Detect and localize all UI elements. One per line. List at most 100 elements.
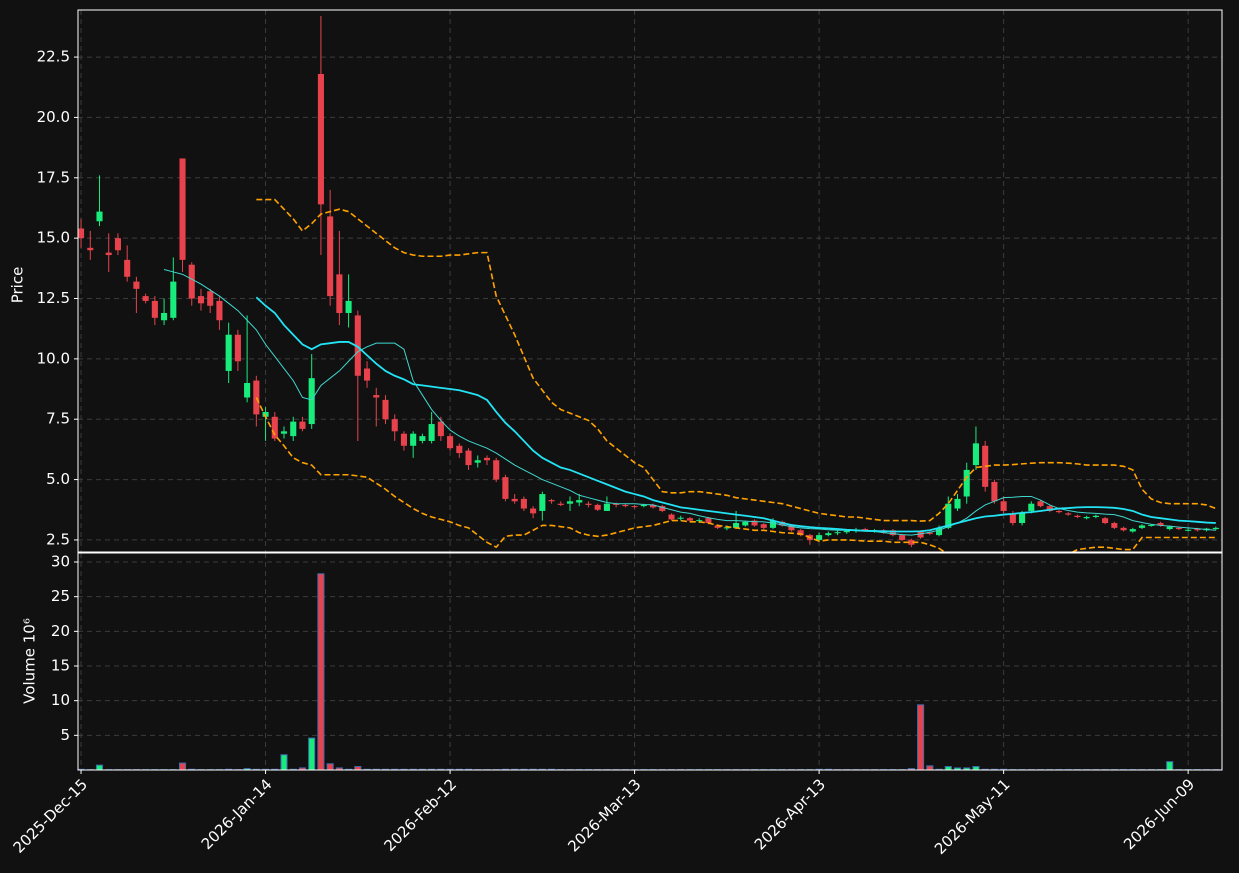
candle-body <box>769 520 777 528</box>
candle-body <box>557 503 564 505</box>
candle-body <box>862 529 869 531</box>
candle-body <box>889 530 896 536</box>
candle-body <box>1111 523 1118 528</box>
candle-body <box>87 247 94 251</box>
candle-body <box>1065 513 1072 515</box>
volume-bar <box>926 765 934 770</box>
candle-body <box>474 460 481 463</box>
candle-body <box>548 500 555 502</box>
candle-body <box>936 527 943 536</box>
candle-body <box>622 504 629 507</box>
candle-body <box>954 498 961 509</box>
candle-body <box>124 259 131 277</box>
candle-body <box>696 520 703 522</box>
y-tick-label: 17.5 <box>37 168 70 186</box>
candle-body <box>908 539 915 545</box>
candle-body <box>105 252 112 256</box>
candle-body <box>834 532 841 534</box>
volume-tick-label: 15 <box>51 657 70 675</box>
volume-tick-label: 30 <box>51 553 70 571</box>
candle-body <box>1055 510 1063 513</box>
band-line <box>255 397 1216 552</box>
candle-body <box>1019 513 1026 524</box>
y-tick-label: 15.0 <box>37 229 70 247</box>
candle-body <box>483 457 491 461</box>
candle-body <box>1157 523 1164 526</box>
volume-bar <box>280 754 288 770</box>
candle-body <box>133 281 140 289</box>
candle-body <box>114 238 121 251</box>
candle-body <box>437 421 444 437</box>
candle-body <box>410 433 417 446</box>
y-tick-label: 2.5 <box>46 530 70 548</box>
volume-bar <box>944 766 952 770</box>
volume-frame <box>77 552 1223 771</box>
candle-body <box>96 211 103 222</box>
candle-body <box>613 503 620 505</box>
candle-body <box>594 504 601 510</box>
candle-body <box>843 530 850 533</box>
candle-body <box>972 443 979 466</box>
candle-body <box>539 494 546 511</box>
candle-body <box>511 498 518 502</box>
candle-body <box>945 503 952 528</box>
candle-body <box>364 368 371 381</box>
candle-body <box>419 436 426 441</box>
volume-tick-label: 5 <box>60 726 70 744</box>
volume-bar <box>317 573 325 770</box>
candle-body <box>161 312 168 321</box>
candle-body <box>1000 501 1007 511</box>
volume-bar <box>95 764 104 770</box>
candle-body <box>1009 513 1016 524</box>
candle-body <box>151 300 158 318</box>
candle-body <box>1175 527 1182 530</box>
y-tick-label: 22.5 <box>37 48 70 66</box>
candle-body <box>216 300 223 321</box>
candle-body <box>447 436 454 449</box>
candle-body <box>650 504 657 508</box>
candle-body <box>1194 529 1201 531</box>
candle-body <box>456 445 463 454</box>
candle-body <box>1166 526 1173 530</box>
candle-body <box>760 524 767 528</box>
candle-body <box>170 281 177 318</box>
candle-body <box>825 533 832 536</box>
candle-body <box>244 383 251 398</box>
candle-body <box>640 504 647 507</box>
candle-body <box>603 503 610 511</box>
y-tick-label: 10.0 <box>37 349 70 367</box>
candle-body <box>502 477 509 499</box>
candle-body <box>686 518 693 521</box>
candle-body <box>354 315 361 376</box>
candle-body <box>926 532 933 534</box>
candle-body <box>631 506 638 508</box>
volume-bar <box>917 704 925 770</box>
y-axis-label: Price <box>9 267 27 304</box>
candle-body <box>1083 516 1090 519</box>
candle-body <box>816 535 823 540</box>
moving-average <box>163 269 1216 536</box>
candle-body <box>1212 527 1219 530</box>
candle-body <box>751 520 758 526</box>
volume-bar <box>326 763 334 770</box>
volume-tick-label: 20 <box>51 622 70 640</box>
candle-body <box>677 517 684 519</box>
candle-body <box>1074 515 1081 517</box>
candle-body <box>1148 524 1155 526</box>
candle-body <box>428 424 435 441</box>
candle-body <box>742 521 749 526</box>
candle-body <box>733 523 740 528</box>
candle-body <box>917 531 924 538</box>
candle-body <box>262 411 269 417</box>
volume-bar <box>308 737 316 770</box>
candle-body <box>345 300 352 313</box>
candle-body <box>991 481 998 502</box>
candle-body <box>797 530 804 536</box>
candle-body <box>788 525 795 531</box>
candle-body <box>78 228 85 239</box>
candle-body <box>400 433 407 446</box>
y-tick-label: 5.0 <box>46 470 70 488</box>
candle-body <box>142 296 149 301</box>
candle-body <box>668 514 675 520</box>
y-tick-label: 12.5 <box>37 289 70 307</box>
